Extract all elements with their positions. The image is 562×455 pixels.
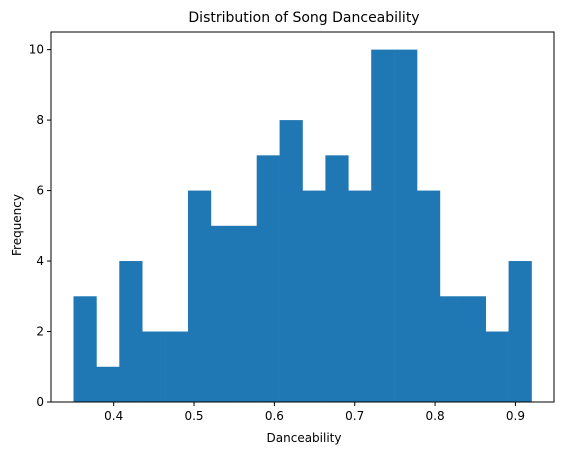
histogram-bar xyxy=(302,190,326,402)
histogram-bar xyxy=(73,296,97,402)
bars-group xyxy=(73,49,532,402)
x-tick-label: 0.9 xyxy=(506,409,525,423)
y-tick-label: 8 xyxy=(36,113,44,127)
histogram-bar xyxy=(462,296,487,402)
y-tick-label: 6 xyxy=(36,184,44,198)
histogram-bar xyxy=(508,261,532,402)
y-tick-label: 10 xyxy=(29,43,44,57)
histogram-bar xyxy=(371,49,395,402)
x-tick-label: 0.4 xyxy=(104,409,123,423)
x-tick-label: 0.7 xyxy=(345,409,364,423)
chart-title: Distribution of Song Danceability xyxy=(188,10,419,26)
x-axis-label: Danceability xyxy=(267,431,342,445)
y-tick-label: 4 xyxy=(36,254,44,268)
y-axis-ticks: 0 2 4 6 8 10 xyxy=(29,43,51,409)
histogram-bar xyxy=(165,331,189,402)
histogram-bar xyxy=(485,331,509,402)
y-tick-label: 0 xyxy=(36,395,44,409)
x-tick-label: 0.8 xyxy=(426,409,445,423)
histogram-bar xyxy=(187,190,212,402)
histogram-bar xyxy=(439,296,464,402)
histogram-bar xyxy=(394,49,418,402)
x-axis-ticks: 0.4 0.5 0.6 0.7 0.8 0.9 xyxy=(104,402,525,423)
histogram-bar xyxy=(210,225,235,402)
y-tick-label: 2 xyxy=(36,325,44,339)
histogram-bar xyxy=(256,155,280,402)
histogram-bar xyxy=(279,120,303,402)
histogram-bar xyxy=(348,190,372,402)
histogram-bar xyxy=(417,190,441,402)
x-tick-label: 0.6 xyxy=(265,409,284,423)
plot-frame xyxy=(50,31,555,403)
histogram-bar xyxy=(142,331,166,402)
histogram-bar xyxy=(96,366,120,402)
y-axis-label: Frequency xyxy=(10,194,24,256)
histogram-bar xyxy=(233,225,257,402)
x-tick-label: 0.5 xyxy=(184,409,203,423)
histogram-bar xyxy=(119,261,143,402)
histogram-bar xyxy=(325,155,349,402)
